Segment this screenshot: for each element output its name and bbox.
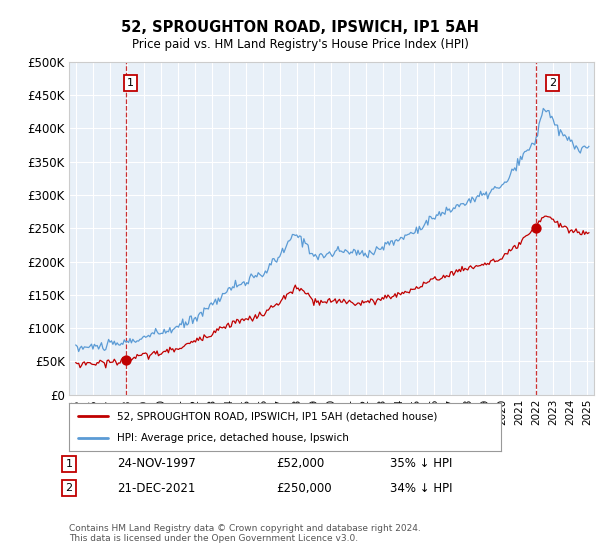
Text: 2: 2 — [549, 78, 556, 88]
Text: 34% ↓ HPI: 34% ↓ HPI — [390, 482, 452, 495]
Text: 35% ↓ HPI: 35% ↓ HPI — [390, 457, 452, 470]
Text: 21-DEC-2021: 21-DEC-2021 — [117, 482, 196, 495]
Point — [531, 224, 541, 233]
Text: 52, SPROUGHTON ROAD, IPSWICH, IP1 5AH: 52, SPROUGHTON ROAD, IPSWICH, IP1 5AH — [121, 20, 479, 35]
Text: 52, SPROUGHTON ROAD, IPSWICH, IP1 5AH (detached house): 52, SPROUGHTON ROAD, IPSWICH, IP1 5AH (d… — [116, 411, 437, 421]
Text: Price paid vs. HM Land Registry's House Price Index (HPI): Price paid vs. HM Land Registry's House … — [131, 38, 469, 50]
Text: 1: 1 — [65, 459, 73, 469]
Text: 1: 1 — [127, 78, 134, 88]
Text: £250,000: £250,000 — [276, 482, 332, 495]
Text: Contains HM Land Registry data © Crown copyright and database right 2024.
This d: Contains HM Land Registry data © Crown c… — [69, 524, 421, 543]
Text: 2: 2 — [65, 483, 73, 493]
Point — [121, 356, 130, 365]
Text: 24-NOV-1997: 24-NOV-1997 — [117, 457, 196, 470]
Text: £52,000: £52,000 — [276, 457, 324, 470]
Text: HPI: Average price, detached house, Ipswich: HPI: Average price, detached house, Ipsw… — [116, 433, 349, 443]
